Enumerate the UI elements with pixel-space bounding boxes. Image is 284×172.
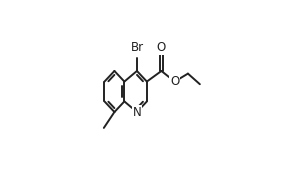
Text: Br: Br xyxy=(130,41,143,54)
Text: N: N xyxy=(133,106,141,119)
Text: O: O xyxy=(170,75,179,88)
Text: O: O xyxy=(157,41,166,54)
